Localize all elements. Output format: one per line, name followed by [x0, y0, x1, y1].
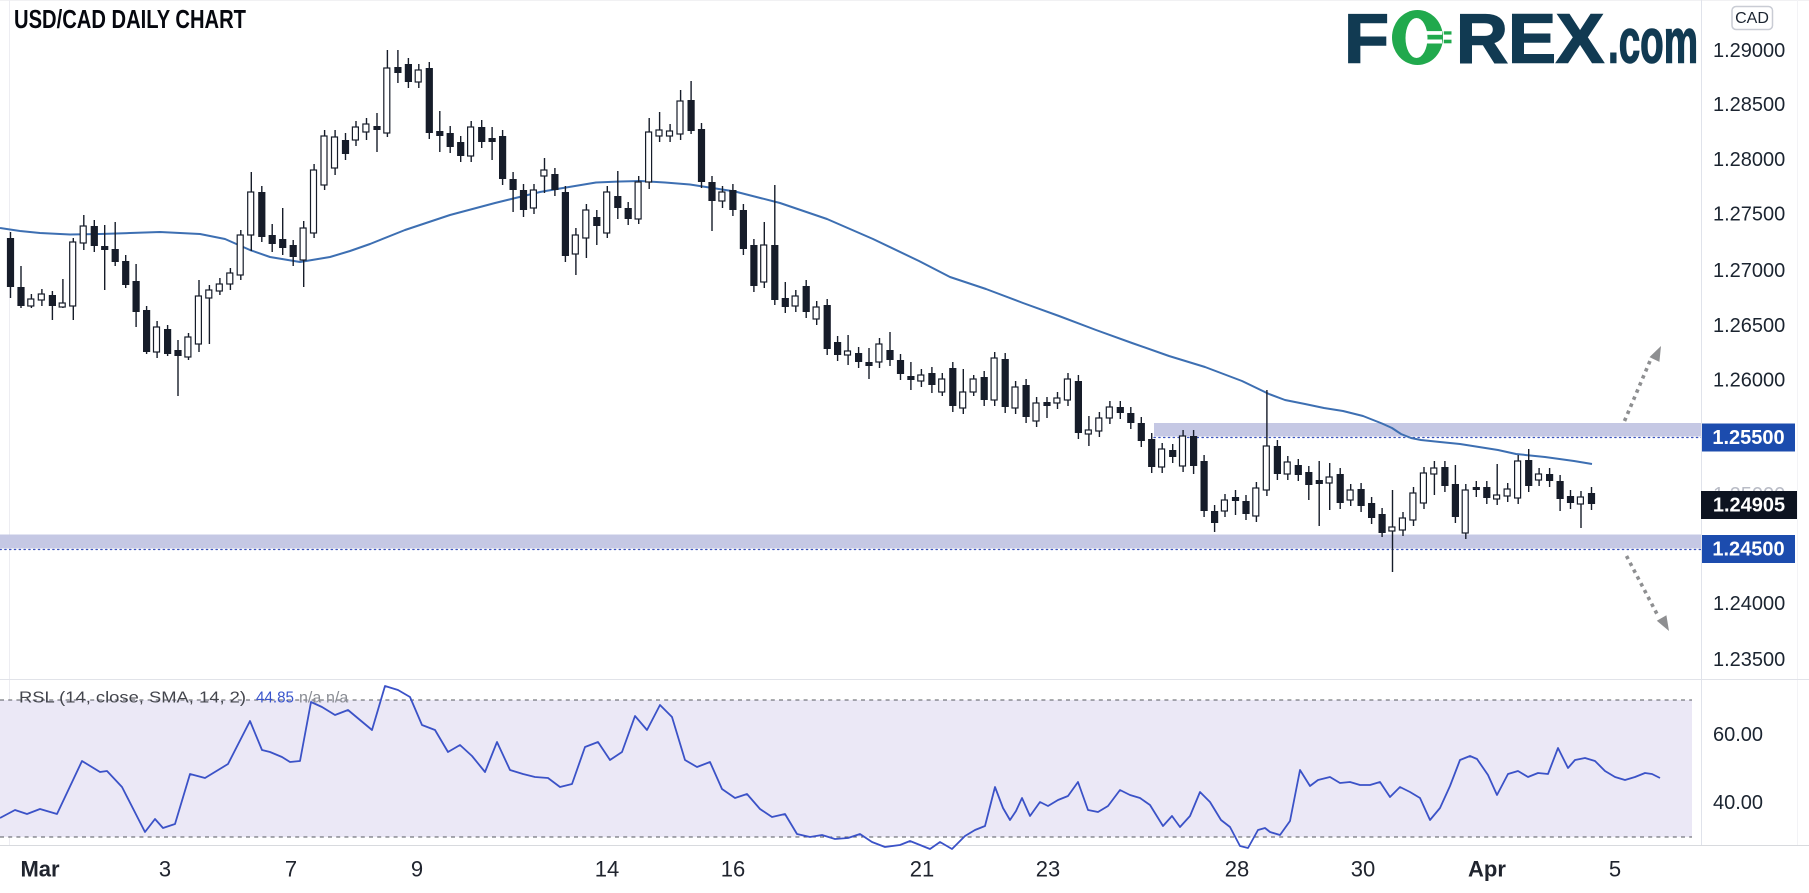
svg-text:1.26000: 1.26000: [1713, 370, 1785, 392]
svg-text:28: 28: [1225, 857, 1249, 882]
svg-text:1.29000: 1.29000: [1713, 40, 1785, 62]
svg-text:44.85: 44.85: [256, 690, 294, 707]
svg-text:1.26500: 1.26500: [1713, 315, 1785, 337]
svg-text:n/a: n/a: [326, 690, 348, 707]
svg-text:1.23500: 1.23500: [1713, 649, 1785, 671]
svg-text:.com: .com: [1608, 8, 1698, 77]
svg-text:30: 30: [1351, 857, 1375, 882]
svg-text:3: 3: [159, 857, 171, 882]
svg-text:14: 14: [595, 857, 619, 882]
svg-text:1.28000: 1.28000: [1713, 149, 1785, 171]
svg-text:F: F: [1344, 0, 1389, 78]
svg-text:1.28500: 1.28500: [1713, 94, 1785, 116]
svg-text:40.00: 40.00: [1713, 792, 1763, 814]
svg-text:1.24000: 1.24000: [1713, 593, 1785, 615]
svg-text:1.24500: 1.24500: [1712, 539, 1784, 561]
svg-text:60.00: 60.00: [1713, 724, 1763, 746]
svg-text:16: 16: [721, 857, 745, 882]
svg-text:Mar: Mar: [20, 857, 60, 882]
svg-text:Apr: Apr: [1468, 857, 1506, 882]
svg-text:21: 21: [910, 857, 934, 882]
svg-text:1.24905: 1.24905: [1713, 495, 1785, 517]
svg-text:1.25500: 1.25500: [1712, 427, 1784, 449]
svg-text:1.27000: 1.27000: [1713, 260, 1785, 282]
svg-text:7: 7: [285, 857, 297, 882]
svg-text:1.27500: 1.27500: [1713, 204, 1785, 226]
svg-text:RSL (14, close, SMA, 14, 2): RSL (14, close, SMA, 14, 2): [19, 690, 246, 707]
svg-text:n/a: n/a: [299, 690, 321, 707]
svg-text:REX: REX: [1456, 0, 1604, 78]
svg-text:CAD: CAD: [1735, 10, 1769, 27]
svg-text:5: 5: [1609, 857, 1621, 882]
svg-text:23: 23: [1036, 857, 1060, 882]
svg-text:9: 9: [411, 857, 423, 882]
svg-text:USD/CAD DAILY CHART: USD/CAD DAILY CHART: [14, 4, 246, 34]
